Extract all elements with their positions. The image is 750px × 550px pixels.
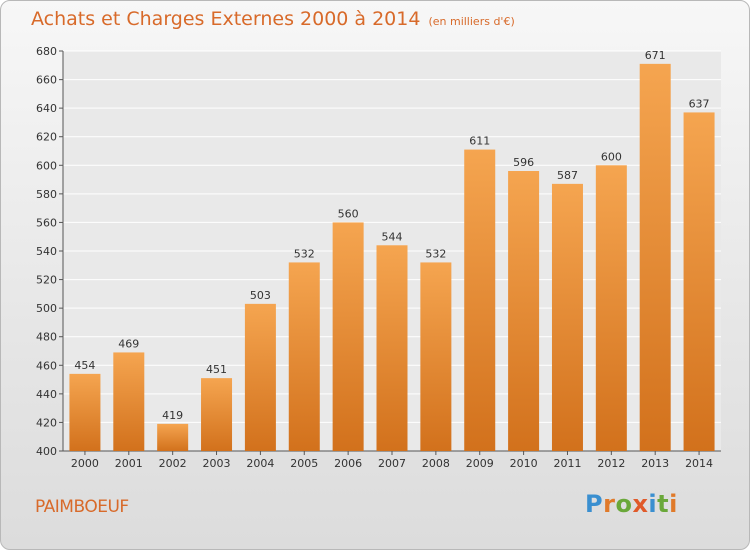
x-tick-label: 2004 [246,457,274,470]
data-label: 532 [425,247,446,260]
x-tick-label: 2009 [466,457,494,470]
chart-subtitle: (en milliers d'€) [428,15,515,28]
bar [113,352,145,451]
y-tick-label: 400 [36,445,57,458]
logo-letter: i [648,490,658,518]
y-tick-label: 500 [36,302,57,315]
bar [201,378,233,451]
data-label: 600 [601,150,622,163]
logo-letter: P [585,490,604,518]
x-tick-label: 2005 [290,457,318,470]
x-tick-label: 2002 [159,457,187,470]
data-label: 637 [689,97,710,110]
y-tick-label: 580 [36,188,57,201]
x-tick-label: 2011 [553,457,581,470]
y-tick-label: 620 [36,131,57,144]
x-tick-label: 2001 [115,457,143,470]
x-tick-label: 2012 [597,457,625,470]
y-tick-label: 540 [36,245,57,258]
x-tick-label: 2008 [422,457,450,470]
bar [244,303,276,451]
bar [595,165,627,452]
bar [157,423,189,451]
logo-letter: o [615,490,633,518]
data-label: 544 [382,230,403,243]
y-tick-label: 640 [36,102,57,115]
data-label: 587 [557,169,578,182]
y-tick-label: 440 [36,388,57,401]
y-tick-label: 560 [36,216,57,229]
x-tick-label: 2014 [685,457,713,470]
y-tick-label: 420 [36,416,57,429]
bar [551,183,583,451]
data-label: 671 [645,49,666,62]
logo-letter: r [603,490,616,518]
bar [683,112,715,451]
logo-letter: t [657,490,670,518]
data-label: 503 [250,289,271,302]
bar [69,373,101,451]
y-tick-label: 660 [36,74,57,87]
chart-title: Achats et Charges Externes 2000 à 2014 (e… [31,8,515,30]
label-layer: 454 469 419 451 503 532 560 544 532 611 596 587 600 6… [74,49,709,422]
bar-layer [69,63,715,452]
data-label: 419 [162,409,183,422]
x-tick-label: 2000 [71,457,99,470]
proxiti-logo: Proxiti [585,490,678,518]
x-tick-label: 2007 [378,457,406,470]
y-tick-label: 480 [36,331,57,344]
x-tick-label: 2006 [334,457,362,470]
data-label: 454 [74,359,95,372]
logo-letter: i [669,490,678,518]
bar [332,222,364,451]
data-label: 532 [294,247,315,260]
x-tick-label: 2013 [641,457,669,470]
data-label: 451 [206,363,227,376]
logo-letter: x [632,490,649,518]
bar [464,149,496,452]
x-tick-label: 2010 [510,457,538,470]
town-name: PAIMBOEUF [35,497,129,517]
bar [288,262,320,451]
data-label: 611 [469,135,490,148]
y-tick-label: 460 [36,359,57,372]
axis-layer: 400 420 440 460 480 500 520 540 560 580 600 620 640 6… [36,45,721,470]
y-tick-label: 680 [36,45,57,58]
bar [420,262,452,451]
bar [639,63,671,451]
y-tick-label: 600 [36,159,57,172]
title-text: Achats et Charges Externes 2000 à 2014 [31,8,421,30]
data-label: 560 [338,207,359,220]
data-label: 596 [513,156,534,169]
data-label: 469 [118,337,139,350]
y-tick-label: 520 [36,274,57,287]
x-tick-label: 2003 [203,457,231,470]
bar [508,171,540,451]
bar [376,245,408,451]
